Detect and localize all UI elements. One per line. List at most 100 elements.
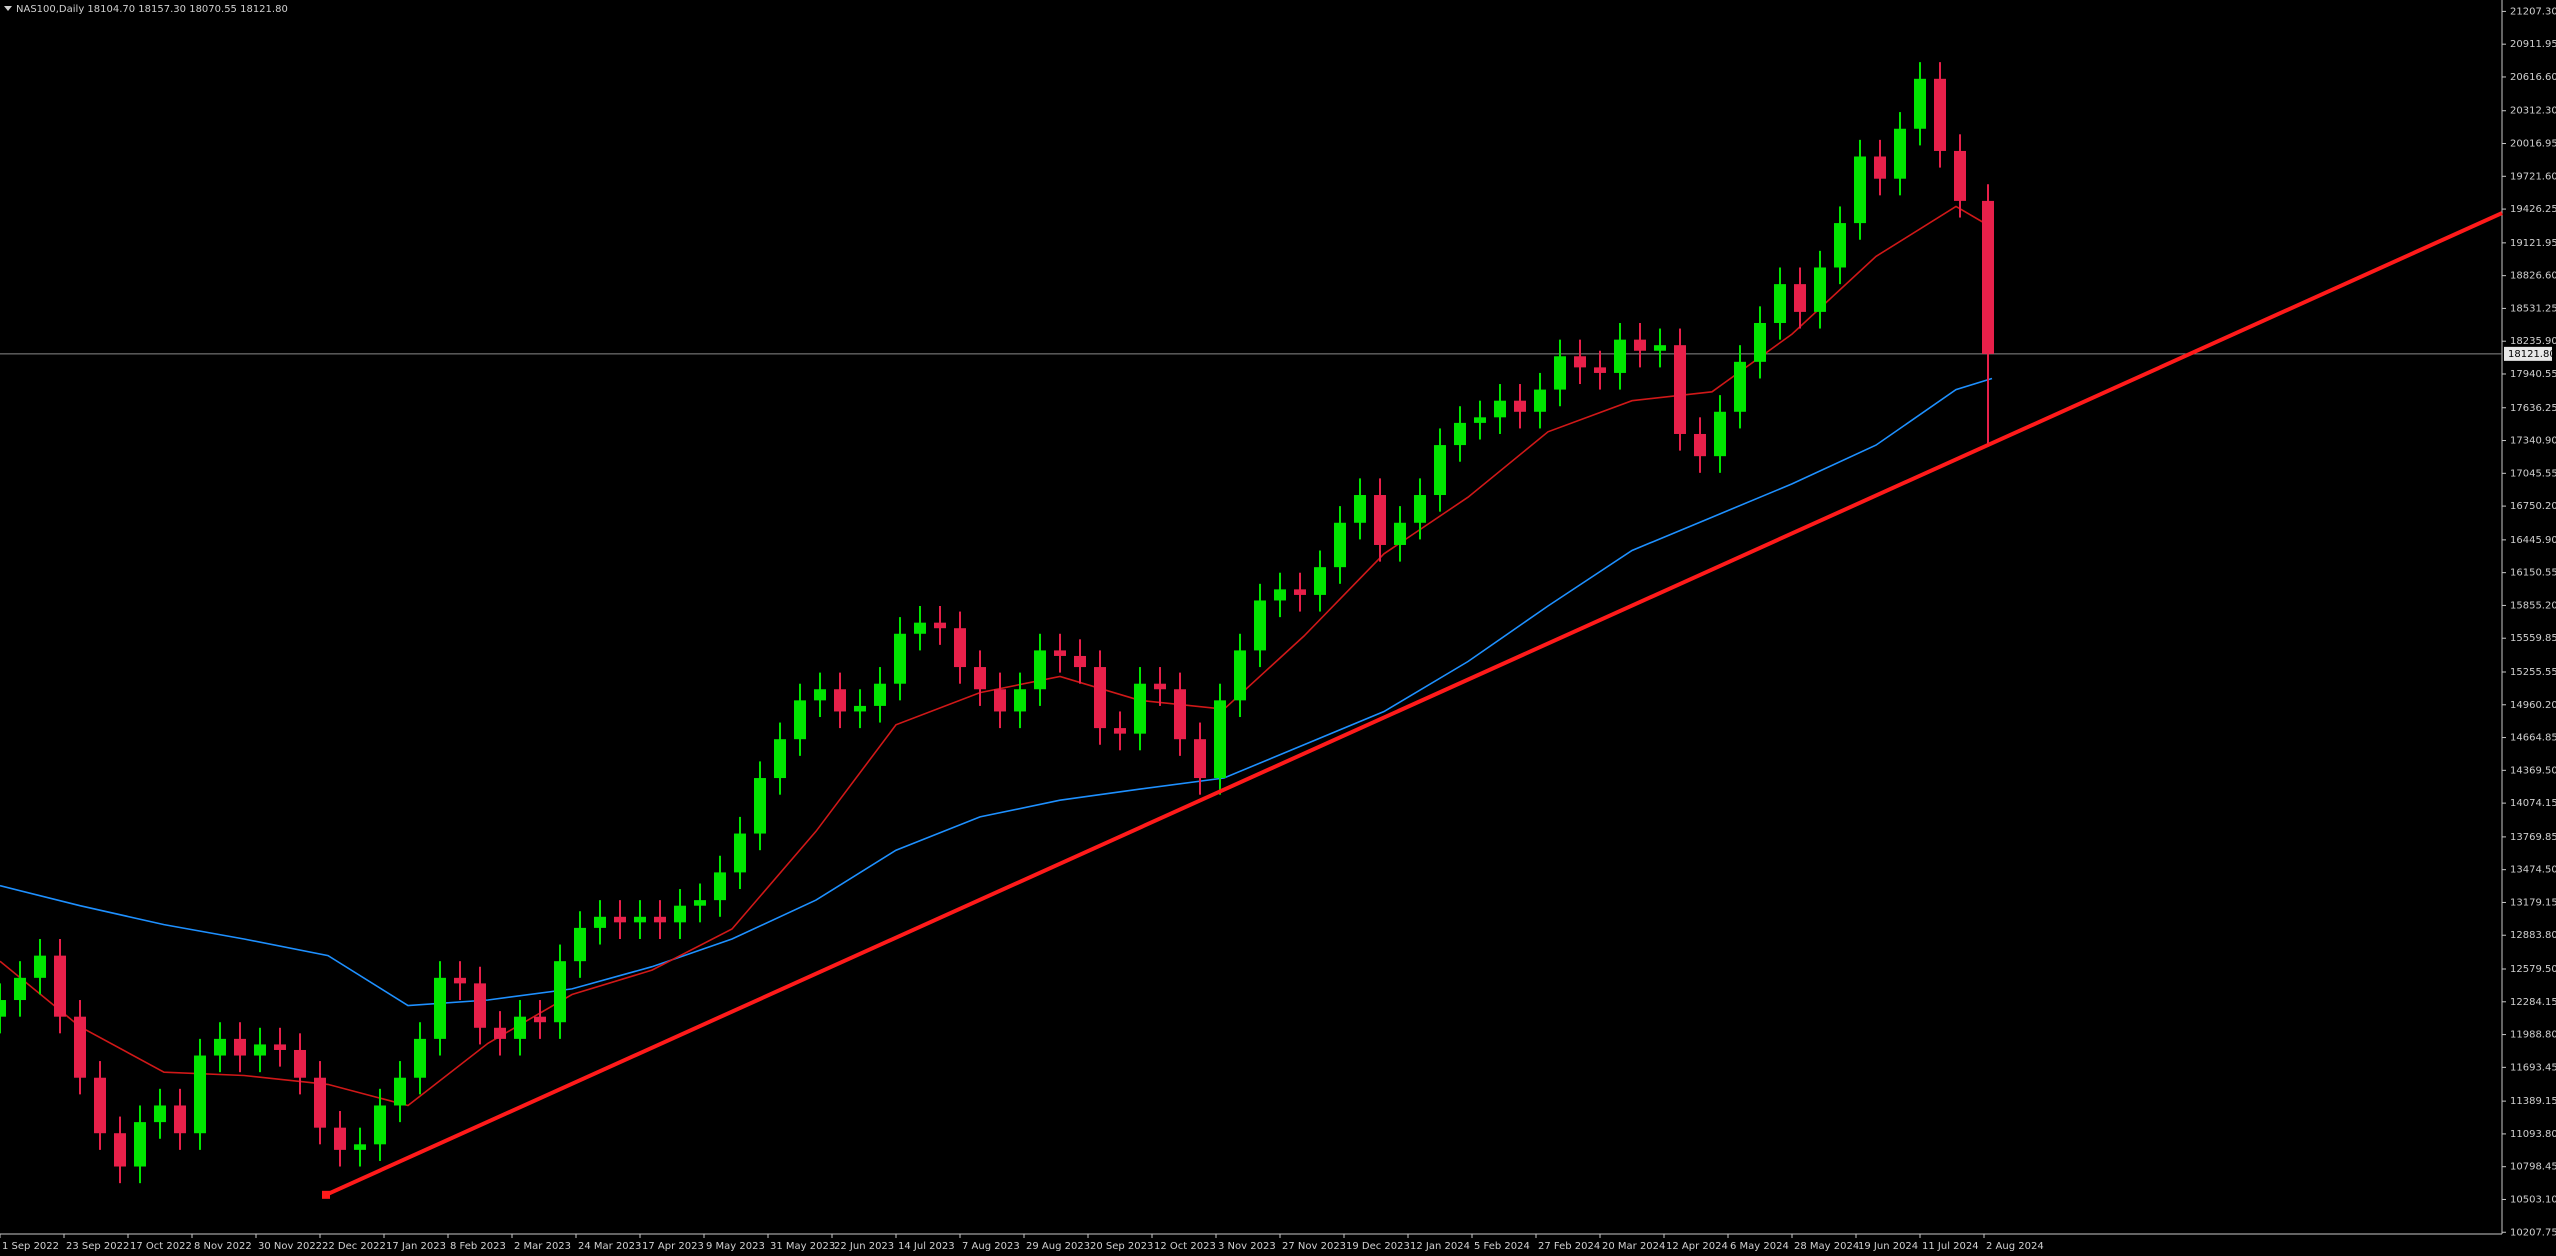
candle-body [1834,223,1846,268]
x-tick-label: 30 Nov 2022 [258,1241,322,1252]
x-tick-label: 19 Dec 2023 [1346,1241,1410,1252]
y-tick-label: 10798.45 [2510,1162,2556,1173]
moving-average [0,377,1993,1007]
y-tick-label: 19721.60 [2510,171,2556,182]
candle-body [954,628,966,668]
candle-body [494,1027,506,1039]
y-tick-label: 12579.50 [2510,964,2556,975]
trendline-anchor [322,1190,330,1199]
candle-body [74,1016,86,1078]
candle-body [234,1038,246,1056]
candle-body [1414,495,1426,523]
y-tick-label: 12284.15 [2510,997,2556,1008]
x-tick-label: 17 Oct 2022 [130,1241,192,1252]
candle-body [254,1044,266,1056]
candle-body [1714,411,1726,457]
candle-body [1534,389,1546,412]
candle-body [14,977,26,1001]
candle-body [634,916,646,923]
candle-body [874,683,886,706]
y-tick-label: 18826.60 [2510,271,2556,282]
y-tick-label: 10503.10 [2510,1194,2556,1205]
candle-body [354,1144,366,1150]
candle-body [1274,589,1286,601]
candle-body [1934,78,1946,151]
y-tick-label: 20312.30 [2510,106,2556,117]
candle-body [1674,345,1686,434]
y-tick-label: 21207.30 [2510,6,2556,17]
candle-body [1014,689,1026,712]
x-tick-label: 17 Apr 2023 [642,1241,704,1252]
trendline [325,211,2503,1197]
candle-body [554,961,566,1023]
candle-body [1234,650,1246,701]
candle-body [374,1105,386,1145]
y-tick-label: 15855.20 [2510,600,2556,611]
candle-body [654,916,666,923]
candle-body [994,689,1006,712]
candle-body [1094,667,1106,729]
candle-body [1394,522,1406,545]
current-price-label: 18121.80 [2508,349,2556,360]
candle-body [334,1127,346,1150]
candle-body [1574,356,1586,368]
candle-body [1894,128,1906,179]
y-tick-label: 14960.20 [2510,700,2556,711]
candle-body [614,916,626,923]
y-tick-label: 13179.15 [2510,897,2556,908]
candle-body [194,1055,206,1134]
candle-body [1554,356,1566,390]
candle-body [754,778,766,834]
candle-body [1114,728,1126,734]
candle-body [1914,78,1926,129]
x-tick-label: 12 Jan 2024 [1410,1241,1470,1252]
x-tick-label: 27 Feb 2024 [1538,1241,1600,1252]
candle-body [1494,400,1506,418]
candle-body [834,689,846,712]
candle-body [1474,417,1486,423]
y-tick-label: 16150.55 [2510,568,2556,579]
x-tick-label: 29 Aug 2023 [1026,1241,1090,1252]
x-tick-label: 2 Aug 2024 [1986,1241,2044,1252]
candle-body [1774,284,1786,323]
y-tick-label: 20911.95 [2510,39,2556,50]
y-tick-label: 13769.85 [2510,832,2556,843]
candle-body [1614,339,1626,373]
x-tick-label: 2 Mar 2023 [514,1241,571,1252]
y-tick-label: 10207.75 [2510,1227,2556,1238]
candle-body [1694,433,1706,457]
x-tick-label: 27 Nov 2023 [1282,1241,1346,1252]
candle-body [1254,600,1266,651]
candle-body [294,1049,306,1078]
candle-body [1954,150,1966,201]
candle-body [1134,683,1146,734]
y-tick-label: 19121.95 [2510,238,2556,249]
x-tick-label: 6 May 2024 [1730,1241,1789,1252]
candle-body [1982,200,1994,354]
y-tick-label: 12883.80 [2510,930,2556,941]
candle-body [1214,700,1226,779]
candle-body [514,1016,526,1039]
candle-body [814,689,826,701]
y-tick-label: 11693.45 [2510,1062,2556,1073]
x-tick-label: 28 May 2024 [1794,1241,1859,1252]
candle-body [474,983,486,1028]
y-tick-label: 18531.25 [2510,303,2556,314]
x-tick-label: 19 Jun 2024 [1858,1241,1918,1252]
candle-body [1354,495,1366,523]
chart-title: NAS100,Daily 18104.70 18157.30 18070.55 … [16,4,288,15]
candle-body [314,1077,326,1128]
candle-body [694,900,706,906]
x-tick-label: 8 Feb 2023 [450,1241,506,1252]
y-tick-label: 17636.25 [2510,403,2556,414]
candle-body [1454,422,1466,446]
y-tick-label: 20616.60 [2510,72,2556,83]
candle-body [154,1105,166,1123]
menu-icon[interactable] [4,6,12,11]
x-tick-label: 5 Feb 2024 [1474,1241,1530,1252]
x-tick-label: 20 Mar 2024 [1602,1241,1665,1252]
candle-body [1034,650,1046,690]
y-tick-label: 15255.55 [2510,667,2556,678]
